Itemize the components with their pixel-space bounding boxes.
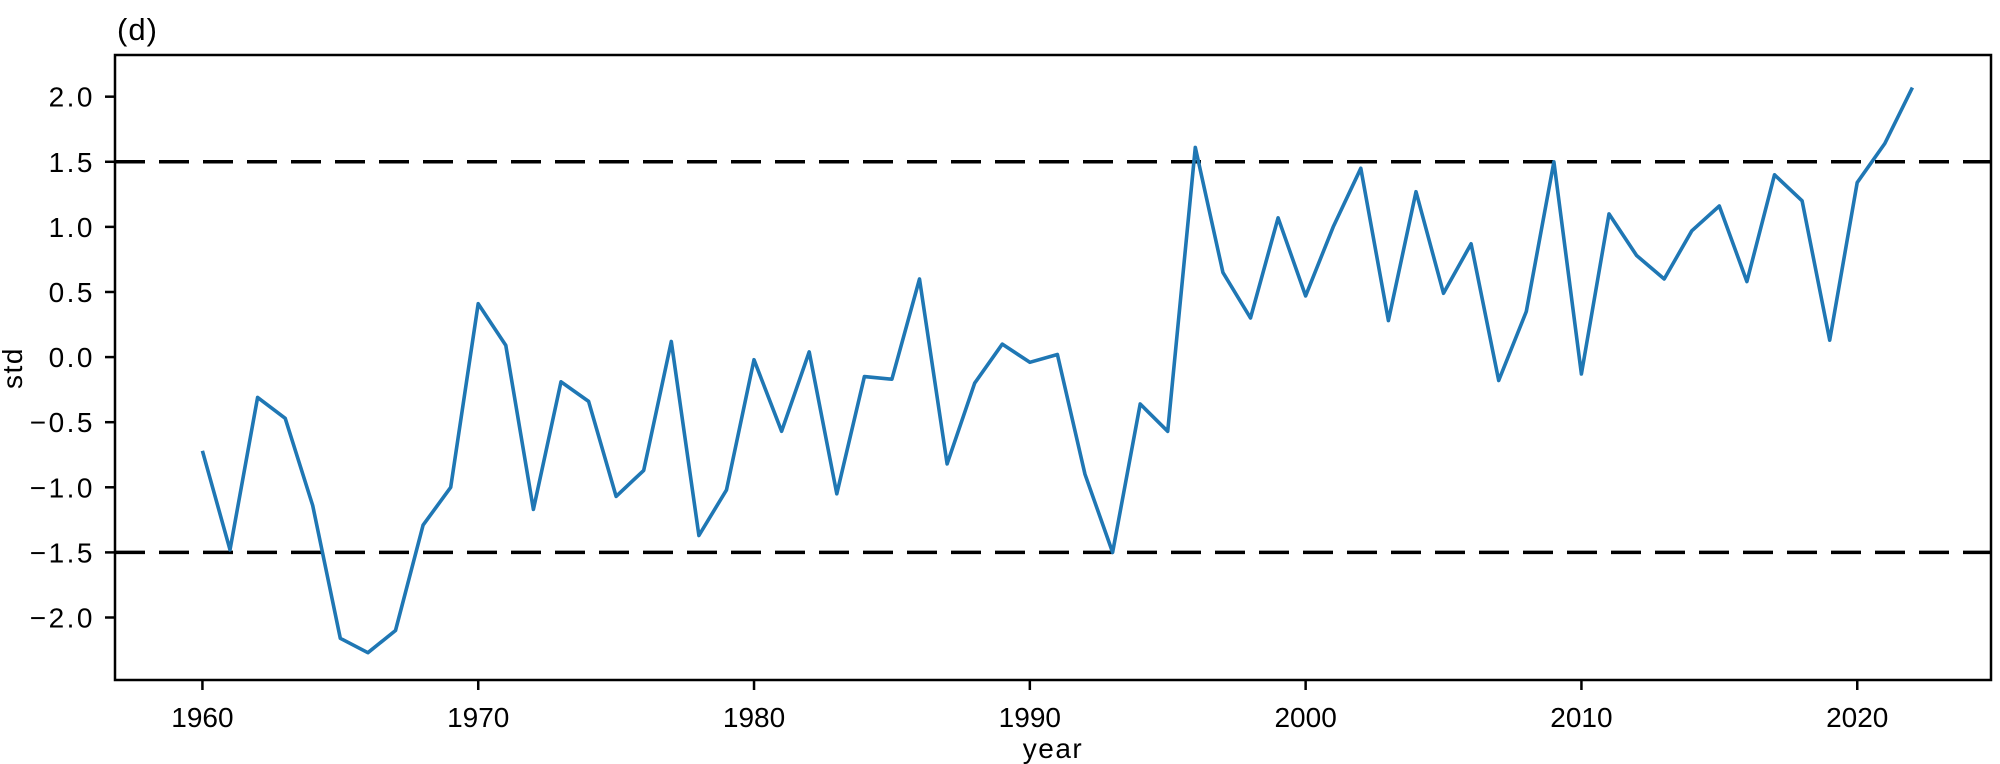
std-series-line <box>200 86 1915 655</box>
panel-label: (d) <box>117 12 158 47</box>
y-tick-label: −1.0 <box>30 472 95 503</box>
x-tick-label: 2010 <box>1550 702 1612 733</box>
y-axis-title: std <box>0 347 28 389</box>
y-tick-label: 1.5 <box>49 147 95 178</box>
y-tick-label: −2.0 <box>30 603 95 634</box>
x-tick-label: 1970 <box>447 702 509 733</box>
x-tick-label: 1980 <box>723 702 785 733</box>
y-tick-label: −0.5 <box>30 407 95 438</box>
y-axis-ticks: 2.0 1.5 1.0 0.5 0.0 −0.5 −1.0 −1.5 −2.0 <box>30 82 115 634</box>
x-tick-label: 1960 <box>171 702 233 733</box>
y-tick-label: 2.0 <box>49 82 95 113</box>
x-tick-label: 1990 <box>999 702 1061 733</box>
y-tick-label: −1.5 <box>30 537 95 568</box>
x-tick-label: 2020 <box>1826 702 1888 733</box>
y-tick-label: 1.0 <box>49 212 95 243</box>
x-axis-ticks: 1960 1970 1980 1990 2000 2010 2020 <box>171 680 1888 733</box>
x-tick-label: 2000 <box>1274 702 1336 733</box>
x-axis-title: year <box>1023 733 1083 764</box>
plot-border <box>113 53 1993 682</box>
y-tick-label: 0.5 <box>49 277 95 308</box>
threshold-lines <box>115 160 1991 555</box>
y-tick-label: 0.0 <box>49 342 95 373</box>
